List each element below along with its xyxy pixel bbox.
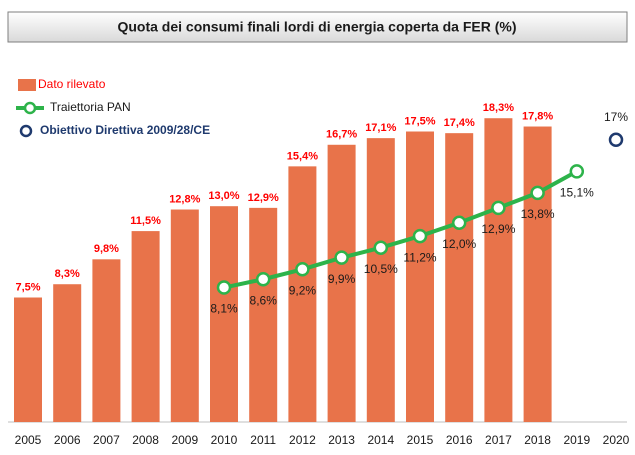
x-tick-label: 2009 [171,433,198,447]
data-label: 17,5% [404,115,435,127]
legend-swatch [18,79,36,91]
data-label: 16,7% [326,129,357,141]
title-box [7,11,628,43]
data-label: 17,1% [365,122,396,134]
x-tick-label: 2018 [524,433,551,447]
data-label: 9,2% [289,283,317,297]
chart-title: Quota dei consumi finali lordi di energi… [117,19,516,35]
bar [14,297,42,422]
data-label: 17,8% [522,110,553,122]
line [223,169,578,290]
bar [288,166,317,422]
line-marker [491,200,506,216]
bar [484,118,513,422]
x-tick-label: 2007 [93,433,120,447]
x-tick-label: 2005 [15,433,42,447]
data-label: 8,6% [250,293,278,307]
x-tick-label: 2014 [367,433,394,447]
x-tick-label: 2019 [563,433,590,447]
legend-swatch [19,124,33,138]
data-label: 13,0% [208,190,239,202]
x-tick-label: 2012 [289,433,316,447]
line-marker [451,215,467,231]
line-marker [569,164,585,179]
line-marker [216,280,232,295]
data-label: 10,5% [364,262,398,276]
legend-label: Dato rilevato [38,77,106,91]
bar [327,144,356,422]
data-label: 15,1% [560,186,594,200]
data-label: 18,3% [483,102,514,114]
line-marker [295,262,310,277]
legend-swatch [23,101,37,115]
line-marker [373,240,389,255]
data-label: 15,4% [287,150,318,162]
line-marker [412,228,428,244]
bar [53,284,82,422]
bar [523,126,552,423]
data-label: 12,9% [481,222,515,236]
bar [249,207,278,422]
x-tick-label: 2011 [250,433,276,447]
data-label: 7,5% [15,281,40,293]
data-label: 13,8% [521,207,555,221]
x-tick-label: 2008 [132,433,159,447]
x-tick-label: 2015 [407,433,434,447]
data-label: 12,0% [442,237,476,251]
legend-label: Traiettoria PAN [50,100,131,114]
data-label: 12,9% [248,192,279,204]
x-tick-label: 2020 [603,433,630,447]
x-tick-label: 2010 [211,433,238,447]
line-marker [255,271,271,287]
bar [92,259,121,422]
data-label: 11,5% [130,215,161,227]
bar [170,209,199,422]
bar [406,131,434,422]
bar [210,206,238,422]
bar [445,133,474,422]
bar [366,138,395,422]
data-label: 9,9% [328,272,356,286]
x-tick-label: 2016 [446,433,473,447]
line-marker [530,185,545,201]
data-label: 11,2% [403,250,436,264]
bar [131,231,160,422]
data-label: 8,3% [55,268,80,280]
data-label: 9,8% [94,243,119,255]
data-label: 17,4% [444,117,475,129]
data-label: 17% [604,110,628,124]
x-tick-label: 2017 [485,433,512,447]
line-marker [334,250,349,265]
x-tick-label: 2006 [54,433,81,447]
target-marker [608,132,624,148]
data-label: 12,8% [169,193,200,205]
x-tick-label: 2013 [328,433,355,447]
data-label: 8,1% [210,302,238,316]
legend-label: Obiettivo Direttiva 2009/28/CE [40,123,210,137]
